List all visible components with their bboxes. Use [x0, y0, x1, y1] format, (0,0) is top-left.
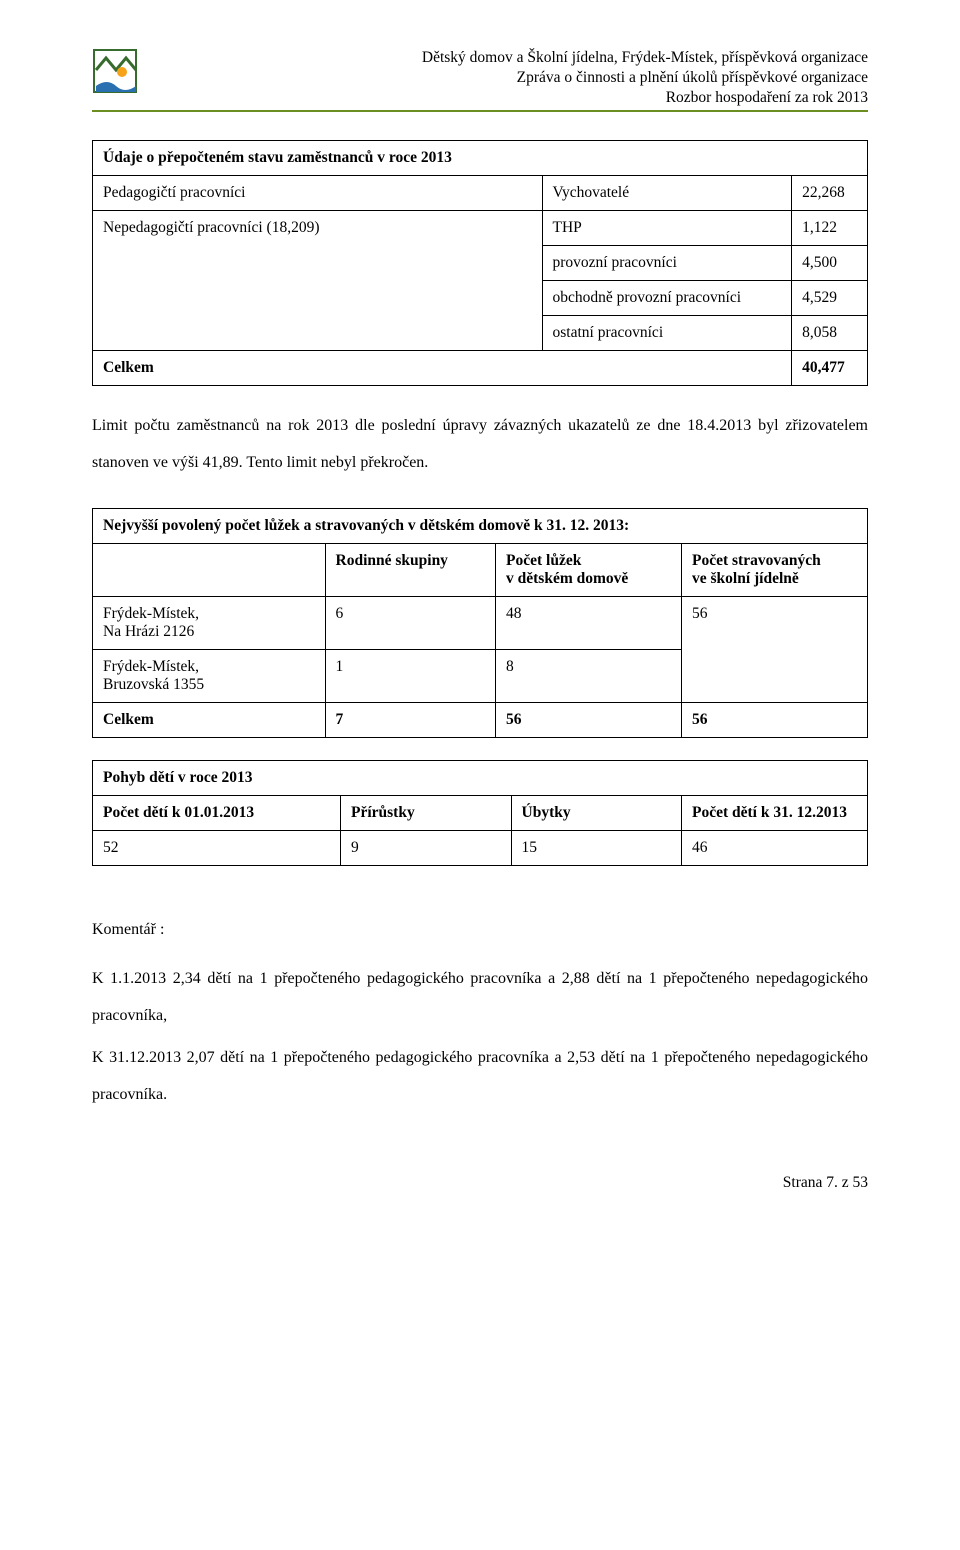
t1-title: Údaje o přepočteném stavu zaměstnanců v … [93, 141, 868, 176]
table-row: Nepedagogičtí pracovníci (18,209) THP 1,… [93, 211, 868, 246]
t1-r2-sublabel: provozní pracovníci [542, 246, 792, 281]
t3-h1: Počet dětí k 01.01.2013 [93, 796, 341, 831]
t1-r3-value: 4,529 [792, 281, 868, 316]
table-row: 52 9 15 46 [93, 831, 868, 866]
t2-merged-c3: 56 [682, 597, 868, 703]
t2-r1-c1: 1 [325, 650, 496, 703]
t1-r1-sublabel: THP [542, 211, 792, 246]
komentar-title: Komentář : [92, 912, 868, 949]
t3-title: Pohyb dětí v roce 2013 [93, 761, 868, 796]
t3-h4: Počet dětí k 31. 12.2013 [682, 796, 868, 831]
t2-r0-la: Frýdek-Místek, [103, 605, 315, 623]
t3-r1: 9 [341, 831, 512, 866]
header-line-1: Dětský domov a Školní jídelna, Frýdek-Mí… [138, 48, 868, 68]
t1-total-value: 40,477 [792, 351, 868, 386]
header-line-2: Zpráva o činnosti a plnění úkolů příspěv… [138, 68, 868, 88]
t2-r1-la: Frýdek-Místek, [103, 658, 315, 676]
t3-r0: 52 [93, 831, 341, 866]
table-header-row: Rodinné skupiny Počet lůžek v dětském do… [93, 544, 868, 597]
t2-col3b: ve školní jídelně [692, 570, 857, 588]
table-zamestnanci: Údaje o přepočteném stavu zaměstnanců v … [92, 140, 868, 386]
t2-total-c1: 7 [325, 703, 496, 738]
t1-total-label: Celkem [93, 351, 792, 386]
t2-r0-c1: 6 [325, 597, 496, 650]
komentar-p1: K 1.1.2013 2,34 dětí na 1 přepočteného p… [92, 961, 868, 1035]
t2-col2b: v dětském domově [506, 570, 671, 588]
table-header-row: Počet dětí k 01.01.2013 Přírůstky Úbytky… [93, 796, 868, 831]
table-row: Pedagogičtí pracovníci Vychovatelé 22,26… [93, 176, 868, 211]
t2-total-label: Celkem [93, 703, 326, 738]
t3-r2: 15 [511, 831, 682, 866]
t2-total-c3: 56 [682, 703, 868, 738]
komentar-p2: K 31.12.2013 2,07 dětí na 1 přepočteného… [92, 1040, 868, 1114]
logo [92, 48, 138, 94]
t3-r3: 46 [682, 831, 868, 866]
t3-h2: Přírůstky [341, 796, 512, 831]
t2-r1-c2: 8 [496, 650, 682, 703]
table-luzka: Nejvyšší povolený počet lůžek a stravova… [92, 508, 868, 738]
page-footer: Strana 7. z 53 [92, 1174, 868, 1192]
t1-r1-value: 1,122 [792, 211, 868, 246]
t2-r0-c2: 48 [496, 597, 682, 650]
t2-total-c2: 56 [496, 703, 682, 738]
para-limit: Limit počtu zaměstnanců na rok 2013 dle … [92, 408, 868, 482]
t3-h3: Úbytky [511, 796, 682, 831]
t1-r2-value: 4,500 [792, 246, 868, 281]
t2-r0-lb: Na Hrázi 2126 [103, 623, 315, 641]
t1-r0-value: 22,268 [792, 176, 868, 211]
table-row: Frýdek-Místek, Na Hrázi 2126 6 48 56 [93, 597, 868, 650]
table-row-total: Celkem 40,477 [93, 351, 868, 386]
t2-col2a: Počet lůžek [506, 552, 671, 570]
t2-r1-lb: Bruzovská 1355 [103, 676, 315, 694]
t1-r0-label: Pedagogičtí pracovníci [93, 176, 543, 211]
t2-col3a: Počet stravovaných [692, 552, 857, 570]
header-line-3: Rozbor hospodaření za rok 2013 [138, 88, 868, 108]
t2-title: Nejvyšší povolený počet lůžek a stravova… [93, 509, 868, 544]
table-pohyb: Pohyb dětí v roce 2013 Počet dětí k 01.0… [92, 760, 868, 866]
t1-r4-sublabel: ostatní pracovníci [542, 316, 792, 351]
t1-r3-sublabel: obchodně provozní pracovníci [542, 281, 792, 316]
header-text: Dětský domov a Školní jídelna, Frýdek-Mí… [138, 48, 868, 108]
t1-r0-sublabel: Vychovatelé [542, 176, 792, 211]
t2-col1: Rodinné skupiny [325, 544, 496, 597]
t1-r4-value: 8,058 [792, 316, 868, 351]
table-row-total: Celkem 7 56 56 [93, 703, 868, 738]
t1-r1-label: Nepedagogičtí pracovníci (18,209) [93, 211, 543, 351]
